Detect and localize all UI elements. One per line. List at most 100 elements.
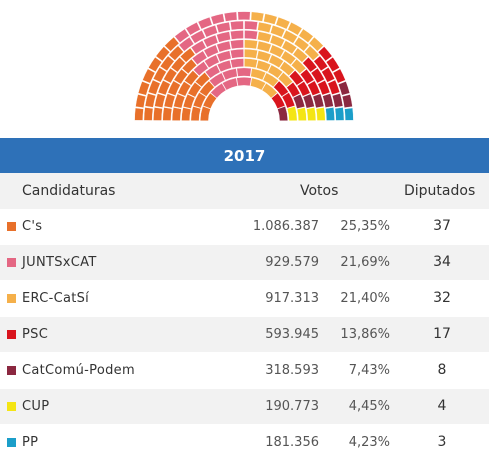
seat-mark <box>317 80 331 96</box>
table-row: JUNTSxCAT 929.579 21,69% 34 <box>0 245 489 281</box>
seat-mark <box>230 20 244 31</box>
seat-mark <box>273 80 289 97</box>
party-name: CUP <box>22 399 50 414</box>
seat-mark <box>202 92 217 109</box>
seat-mark <box>191 50 208 66</box>
seat-mark <box>204 54 220 69</box>
party-color-swatch <box>7 402 16 411</box>
year-label: 2017 <box>223 146 266 165</box>
table-row: CUP 190.773 4,45% 4 <box>0 389 489 425</box>
seat-mark <box>182 93 196 109</box>
party-percentage: 21,69% <box>340 255 390 270</box>
seat-mark <box>236 77 252 87</box>
seat-mark <box>216 50 232 63</box>
seat-mark <box>190 40 207 55</box>
seat-mark <box>306 107 317 121</box>
seat-mark <box>216 21 231 33</box>
seat-mark <box>270 24 286 38</box>
party-votes: 318.593 <box>265 363 319 378</box>
seat-mark <box>293 36 310 52</box>
seat-mark <box>174 28 190 43</box>
party-color-swatch <box>7 438 16 447</box>
seat-mark <box>210 13 225 25</box>
seat-mark <box>262 72 279 88</box>
party-percentage: 21,40% <box>340 291 390 306</box>
header-diputados: Diputados <box>404 183 476 199</box>
party-percentage: 25,35% <box>340 219 390 234</box>
seat-mark <box>178 36 195 52</box>
seat-mark <box>236 67 252 77</box>
party-color-swatch <box>7 330 16 339</box>
seat-mark <box>282 29 298 44</box>
party-seats: 17 <box>433 326 451 342</box>
seat-mark <box>143 107 154 121</box>
seat-mark <box>181 58 197 74</box>
seat-mark <box>193 61 209 76</box>
seat-mark <box>291 58 307 74</box>
party-votes: 929.579 <box>265 255 319 270</box>
seat-mark <box>144 93 156 108</box>
seat-mark <box>157 80 171 96</box>
seat-mark <box>286 82 301 98</box>
seat-mark <box>302 93 315 109</box>
seat-mark <box>210 82 227 99</box>
party-percentage: 4,23% <box>348 435 390 450</box>
seat-mark <box>209 72 226 88</box>
party-seats: 34 <box>433 254 451 270</box>
seat-mark <box>299 68 315 85</box>
seat-mark <box>222 77 238 91</box>
seat-mark <box>244 39 258 50</box>
seat-mark <box>271 92 286 109</box>
seat-mark <box>302 57 318 73</box>
seat-mark <box>286 106 298 121</box>
seat-mark <box>153 107 163 121</box>
seat-mark <box>341 94 353 108</box>
seat-mark <box>269 44 285 58</box>
seat-mark <box>308 36 324 52</box>
seat-mark <box>296 81 311 97</box>
seat-mark <box>184 70 199 86</box>
seat-mark <box>257 21 272 33</box>
table-row: PP 181.356 4,23% 3 <box>0 425 489 461</box>
party-percentage: 7,43% <box>348 363 390 378</box>
seat-mark <box>267 64 283 79</box>
seat-mark <box>221 68 238 81</box>
party-votes: 181.356 <box>265 435 319 450</box>
seat-mark <box>171 107 182 121</box>
seat-mark <box>230 48 244 59</box>
seat-mark <box>173 93 186 109</box>
party-name: C's <box>22 219 43 234</box>
seat-mark <box>257 31 272 43</box>
seat-mark <box>237 11 251 21</box>
seat-mark <box>268 54 284 69</box>
seat-mark <box>256 40 272 53</box>
seat-mark <box>310 67 325 84</box>
seat-mark <box>168 45 184 61</box>
party-seats: 8 <box>437 362 447 378</box>
party-votes: 190.773 <box>265 399 319 414</box>
seat-mark <box>147 79 161 95</box>
seat-mark <box>202 24 218 38</box>
party-name: ERC-CatSí <box>22 291 90 306</box>
seat-mark <box>185 22 201 36</box>
party-percentage: 4,45% <box>348 399 390 414</box>
seat-mark <box>280 50 297 66</box>
seat-mark <box>332 93 344 108</box>
seat-mark <box>181 107 192 121</box>
party-seats: 3 <box>437 434 447 450</box>
seat-mark <box>281 92 296 109</box>
seat-mark <box>321 67 336 83</box>
seat-mark <box>180 47 196 63</box>
seat-mark <box>261 82 278 99</box>
seat-mark <box>307 80 321 96</box>
header-votos: Votos <box>300 183 339 199</box>
party-color-swatch <box>7 366 16 375</box>
seat-mark <box>216 40 232 53</box>
seat-mark <box>269 34 285 48</box>
seat-mark <box>203 44 219 58</box>
seat-mark <box>304 45 320 61</box>
seat-mark <box>312 93 325 109</box>
seat-mark <box>155 46 171 62</box>
table-row: ERC-CatSí 917.313 21,40% 32 <box>0 281 489 317</box>
seat-mark <box>292 47 308 63</box>
